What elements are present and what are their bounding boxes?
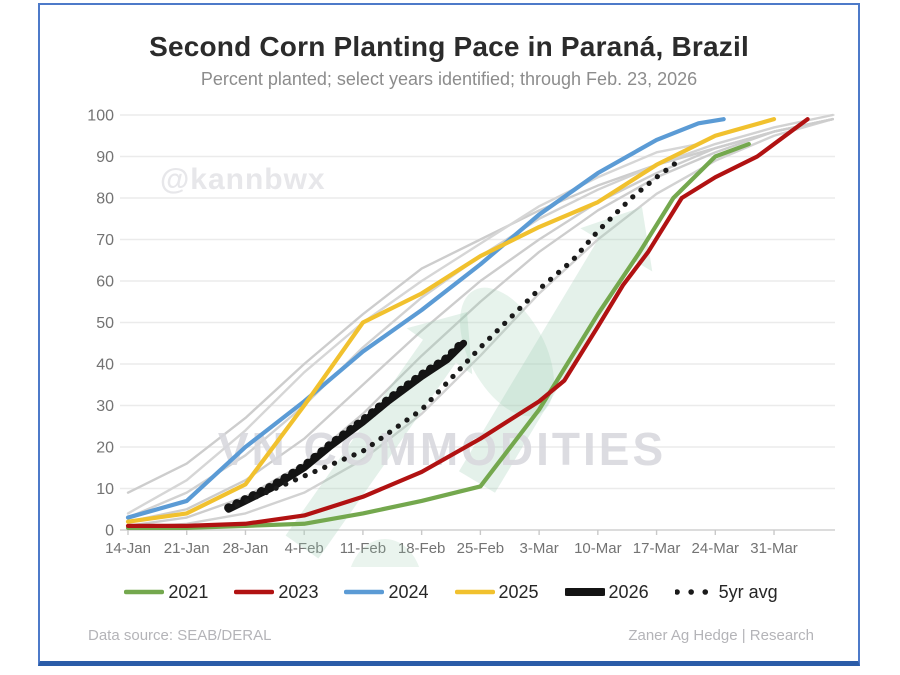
watermark-blob — [460, 287, 554, 417]
legend-swatch-dots — [674, 589, 715, 595]
x-tick-label: 14-Jan — [105, 540, 151, 557]
legend-item-5yr-avg: 5yr avg — [674, 581, 778, 603]
x-tick-label: 18-Feb — [398, 540, 446, 557]
x-tick-label: 17-Mar — [633, 540, 681, 557]
y-tick-label: 10 — [96, 481, 114, 498]
legend-item-2023: 2023 — [234, 582, 318, 603]
legend-label: 2021 — [168, 581, 209, 602]
footer: Data source: SEAB/DERAL Zaner Ag Hedge |… — [40, 627, 862, 644]
legend-swatch-line — [234, 589, 275, 595]
x-tick-label: 31-Mar — [750, 540, 798, 557]
chart-subtitle: Percent planted; select years identified… — [200, 69, 698, 89]
chart-canvas: 0 10 20 30 40 50 60 70 80 90 100 14-Jan 21-Jan 28-Jan… — [87, 108, 835, 669]
series-unlabeled-year-5 — [126, 117, 834, 523]
legend-item-2026: 2026 — [564, 581, 649, 603]
x-tick-label: 25-Feb — [457, 540, 505, 557]
x-tick-label: 24-Mar — [692, 540, 740, 557]
x-tick-label: 10-Mar — [574, 540, 622, 557]
legend-label: 2024 — [388, 581, 429, 602]
legend-swatch-line — [124, 589, 165, 595]
y-tick-label: 50 — [96, 315, 114, 332]
y-tick-label: 70 — [96, 232, 114, 249]
data-source-note: Data source: SEAB/DERAL — [88, 627, 272, 644]
legend-item-2021: 2021 — [124, 582, 208, 603]
y-tick-label: 60 — [96, 274, 114, 291]
series-2023 — [125, 117, 810, 528]
x-tick-label: 11-Feb — [340, 540, 386, 557]
legend-label: 2025 — [498, 581, 539, 602]
legend-swatch-line — [344, 589, 385, 595]
watermark-brand-text: VN COMMODITIES — [218, 423, 666, 475]
chart-title: Second Corn Planting Pace in Paraná, Bra… — [149, 31, 749, 62]
legend-label: 2026 — [608, 581, 649, 602]
y-tick-label: 40 — [96, 357, 114, 374]
legend-label: 2023 — [278, 581, 319, 602]
y-tick-label: 90 — [96, 149, 114, 166]
series-5yr-avg — [234, 155, 685, 508]
x-tick-label: 28-Jan — [223, 540, 269, 557]
y-tick-label: 100 — [87, 108, 114, 125]
series-2025 — [125, 117, 777, 524]
legend-label: 5yr avg — [718, 581, 778, 602]
series-unlabeled-year-4 — [126, 117, 834, 530]
y-tick-label: 30 — [96, 398, 114, 415]
legend-swatch-thick-line — [564, 588, 605, 596]
y-tick-label: 80 — [96, 191, 114, 208]
chart-legend: 2021 2023 2024 2025 2026 5yr avg — [40, 575, 862, 609]
watermark-handle-text: @kannbwx — [160, 163, 326, 196]
legend-item-2025: 2025 — [454, 581, 539, 603]
legend-item-2024: 2024 — [344, 581, 429, 603]
x-tick-label: 3-Mar — [520, 540, 559, 557]
y-tick-label: 0 — [105, 523, 114, 540]
plot-area: 0 10 20 30 40 50 60 70 80 90 100 14-Jan 21-Jan 28-Jan… — [40, 97, 862, 669]
y-tick-label: 20 — [96, 440, 114, 457]
x-tick-label: 4-Feb — [285, 540, 324, 557]
credit-note: Zaner Ag Hedge | Research — [628, 627, 814, 644]
chart-card: Second Corn Planting Pace in Paraná, Bra… — [38, 3, 862, 669]
series-unlabeled-year-6 — [126, 142, 700, 515]
series-2024 — [125, 117, 726, 520]
x-tick-label: 21-Jan — [164, 540, 210, 557]
legend-swatch-line — [454, 589, 495, 595]
